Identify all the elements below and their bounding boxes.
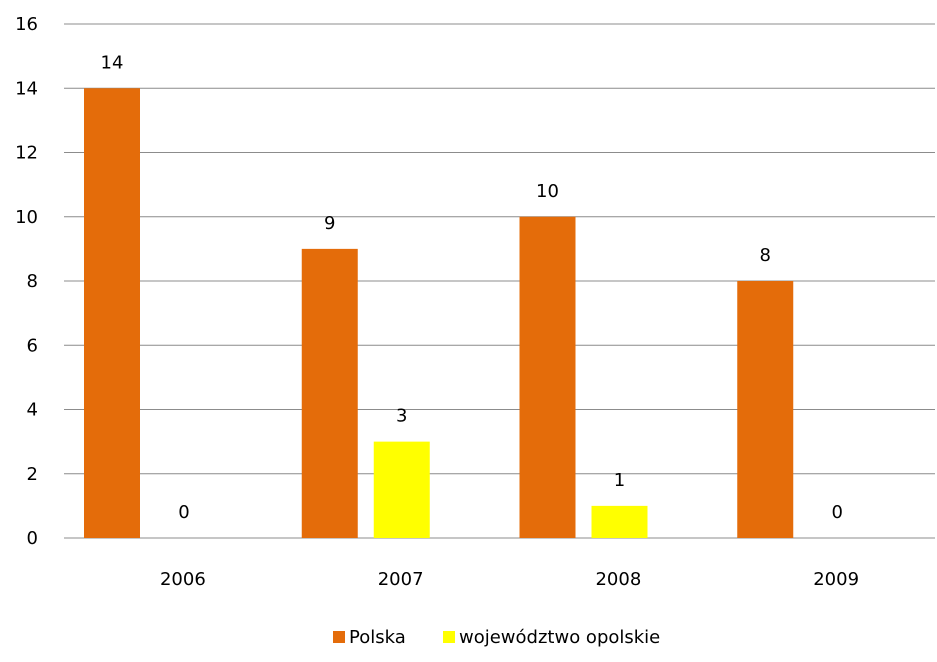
data-label: 14: [101, 52, 124, 73]
data-labels: 14 0 9 3 10 1 8 0: [101, 52, 843, 523]
bar-opolskie-2008: [591, 505, 648, 538]
y-tick-label: 6: [27, 335, 38, 356]
x-tick-label: 2009: [813, 569, 859, 590]
data-label: 8: [760, 245, 771, 266]
legend-swatch: [443, 631, 455, 643]
bar-polska-2007: [301, 248, 358, 538]
y-tick-label: 0: [27, 528, 38, 549]
data-label: 1: [614, 470, 625, 491]
legend-label: Polska: [349, 627, 406, 648]
y-tick-label: 12: [15, 143, 38, 164]
y-tick-label: 2: [27, 464, 38, 485]
bar-polska-2008: [519, 216, 576, 538]
x-axis-ticks: 2006 2007 2008 2009: [160, 569, 859, 590]
y-tick-label: 16: [15, 14, 38, 35]
data-label: 3: [396, 406, 407, 427]
x-tick-label: 2008: [595, 569, 641, 590]
y-tick-label: 10: [15, 207, 38, 228]
bar-polska-2006: [84, 88, 140, 538]
x-tick-label: 2007: [378, 569, 424, 590]
y-tick-label: 8: [27, 271, 38, 292]
bar-polska-2009: [737, 281, 794, 538]
x-tick-label: 2006: [160, 569, 206, 590]
gridlines: [64, 23, 935, 539]
legend-label: województwo opolskie: [459, 627, 660, 648]
legend: Polska województwo opolskie: [333, 627, 660, 648]
y-axis-ticks: 0 2 4 6 8 10 12 14 16: [15, 14, 38, 549]
data-label: 9: [324, 213, 335, 234]
bar-opolskie-2007: [373, 441, 430, 538]
y-tick-label: 14: [15, 78, 38, 99]
y-tick-label: 4: [27, 400, 38, 421]
data-label: 0: [178, 502, 189, 523]
bars: [84, 88, 794, 538]
data-label: 10: [536, 181, 559, 202]
legend-swatch: [333, 631, 345, 643]
data-label: 0: [832, 502, 843, 523]
